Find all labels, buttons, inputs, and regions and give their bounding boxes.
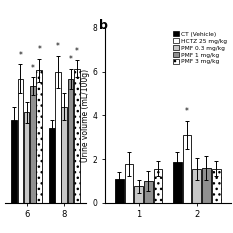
Bar xyxy=(183,135,192,203)
Bar xyxy=(74,69,80,203)
Bar xyxy=(36,70,42,203)
Bar xyxy=(55,72,61,203)
Bar xyxy=(49,128,55,203)
Bar xyxy=(134,186,143,203)
Bar xyxy=(173,162,182,203)
Bar xyxy=(125,164,134,203)
Bar xyxy=(62,107,67,203)
Text: *: * xyxy=(18,51,22,60)
Bar xyxy=(202,168,211,203)
Text: *: * xyxy=(75,47,79,56)
Text: *: * xyxy=(31,64,35,73)
Legend: CT (Vehicle), HCTZ 25 mg/kg, PMF 0.3 mg/kg, PMF 1 mg/kg, PMF 3 mg/kg: CT (Vehicle), HCTZ 25 mg/kg, PMF 0.3 mg/… xyxy=(172,31,228,65)
Bar xyxy=(192,169,201,203)
Text: *: * xyxy=(37,45,41,54)
Bar xyxy=(212,169,220,203)
Bar xyxy=(144,181,153,203)
Text: *: * xyxy=(185,107,189,116)
Bar xyxy=(11,120,17,203)
Bar xyxy=(154,169,162,203)
Bar xyxy=(30,86,36,203)
Bar xyxy=(68,79,73,203)
Bar xyxy=(115,179,124,203)
Text: *: * xyxy=(69,55,72,64)
Text: *: * xyxy=(56,42,60,51)
Y-axis label: Urine volume (mL/100g): Urine volume (mL/100g) xyxy=(81,69,89,162)
Bar xyxy=(24,112,29,203)
Bar xyxy=(17,79,23,203)
Text: b: b xyxy=(99,19,107,32)
